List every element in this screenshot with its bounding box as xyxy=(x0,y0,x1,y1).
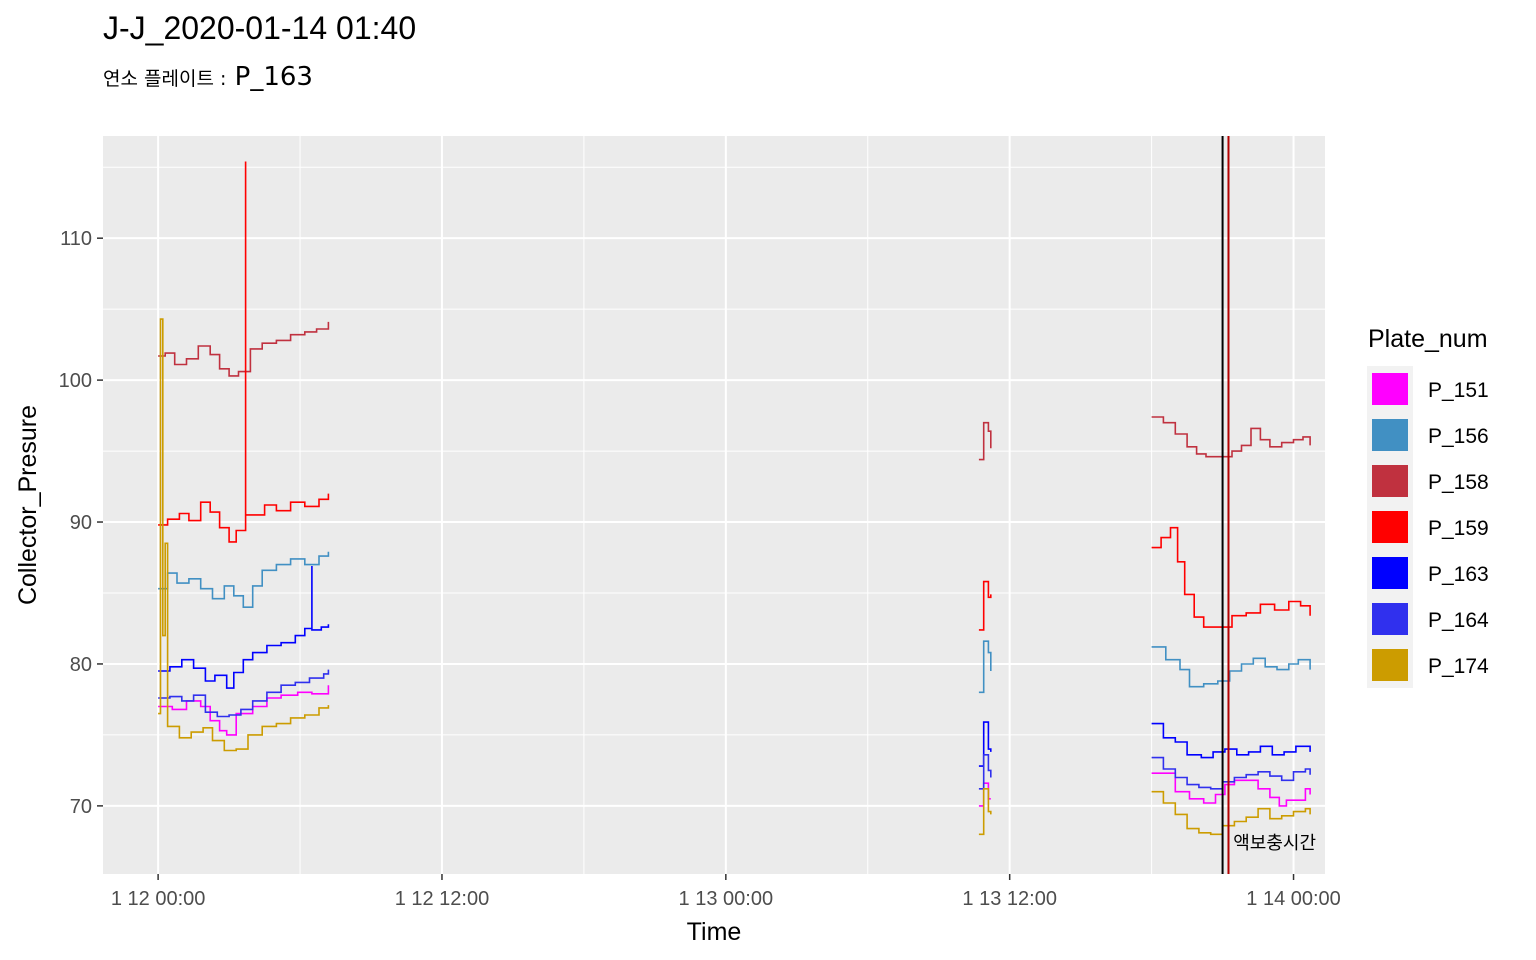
y-tick-label: 90 xyxy=(70,512,92,534)
y-axis: 70 80 90 100 110 xyxy=(59,228,103,818)
y-tick-label: 110 xyxy=(60,228,92,250)
legend-title: Plate_num xyxy=(1368,325,1488,353)
legend-key-P_174 xyxy=(1372,649,1408,681)
series-line-P_159 xyxy=(158,161,330,543)
series-line-P_158 xyxy=(1151,416,1311,458)
series-line-P_151 xyxy=(1151,772,1311,807)
series-line-P_174 xyxy=(1151,790,1311,836)
series-line-P_164 xyxy=(158,669,330,718)
legend: Plate_num P_151 P_156 P_158 P_159 P_163 P_164… xyxy=(1367,325,1489,688)
x-axis-title: Time xyxy=(687,918,742,946)
x-tick-label: 1 13 12:00 xyxy=(962,888,1057,910)
series-P_158 xyxy=(158,321,1311,461)
subtitle-label: 연소 플레이트 : xyxy=(103,68,227,90)
series-line-P_156 xyxy=(978,640,992,694)
series-line-P_156 xyxy=(158,551,330,608)
y-axis-title: Collector_Presure xyxy=(14,405,42,605)
refill-time-annotation: 액보충시간 xyxy=(1233,833,1316,854)
legend-label-P_163: P_163 xyxy=(1428,563,1489,586)
series-line-P_174 xyxy=(978,788,992,836)
series-P_159 xyxy=(158,161,1311,631)
y-tick-label: 80 xyxy=(70,654,92,676)
series-line-P_159 xyxy=(978,580,992,631)
minor-grid xyxy=(103,136,1325,874)
legend-items: P_151 P_156 P_158 P_159 P_163 P_164 P_174 xyxy=(1372,373,1489,681)
series-layer xyxy=(158,161,1311,836)
legend-label-P_156: P_156 xyxy=(1428,425,1489,448)
legend-key-P_158 xyxy=(1372,465,1408,497)
legend-key-P_163 xyxy=(1372,557,1408,589)
legend-label-P_159: P_159 xyxy=(1428,517,1489,540)
legend-key-P_159 xyxy=(1372,511,1408,543)
y-tick-label: 100 xyxy=(59,370,92,392)
series-P_156 xyxy=(158,551,1311,694)
series-line-P_156 xyxy=(1151,646,1311,688)
legend-label-P_151: P_151 xyxy=(1428,379,1489,402)
series-line-P_164 xyxy=(1151,756,1311,790)
legend-label-P_158: P_158 xyxy=(1428,471,1489,494)
plot-panel xyxy=(103,136,1325,874)
series-line-P_159 xyxy=(1151,526,1311,628)
legend-key-P_164 xyxy=(1372,603,1408,635)
reference-lines xyxy=(1221,136,1230,874)
series-line-P_158 xyxy=(158,321,330,377)
x-tick-label: 1 14 00:00 xyxy=(1246,888,1341,910)
series-line-P_163 xyxy=(1151,722,1311,759)
x-tick-label: 1 13 00:00 xyxy=(679,888,774,910)
legend-key-P_151 xyxy=(1372,373,1408,405)
series-line-P_174 xyxy=(158,318,330,752)
subtitle-value: P_163 xyxy=(234,62,313,92)
series-P_174 xyxy=(158,318,1311,836)
chart-title: J-J_2020-01-14 01:40 xyxy=(103,10,417,46)
series-line-P_163 xyxy=(158,566,330,689)
legend-label-P_174: P_174 xyxy=(1428,655,1489,678)
chart-subtitle: 연소 플레이트 : P_163 xyxy=(103,62,313,92)
series-line-P_158 xyxy=(978,421,992,461)
legend-key-P_156 xyxy=(1372,419,1408,451)
legend-label-P_164: P_164 xyxy=(1428,609,1489,632)
y-tick-label: 70 xyxy=(70,796,92,818)
x-axis: 1 12 00:00 1 12 12:00 1 13 00:00 1 13 12:00… xyxy=(111,874,1341,910)
x-tick-label: 1 12 00:00 xyxy=(111,888,206,910)
x-tick-label: 1 12 12:00 xyxy=(395,888,490,910)
major-grid xyxy=(103,136,1325,874)
